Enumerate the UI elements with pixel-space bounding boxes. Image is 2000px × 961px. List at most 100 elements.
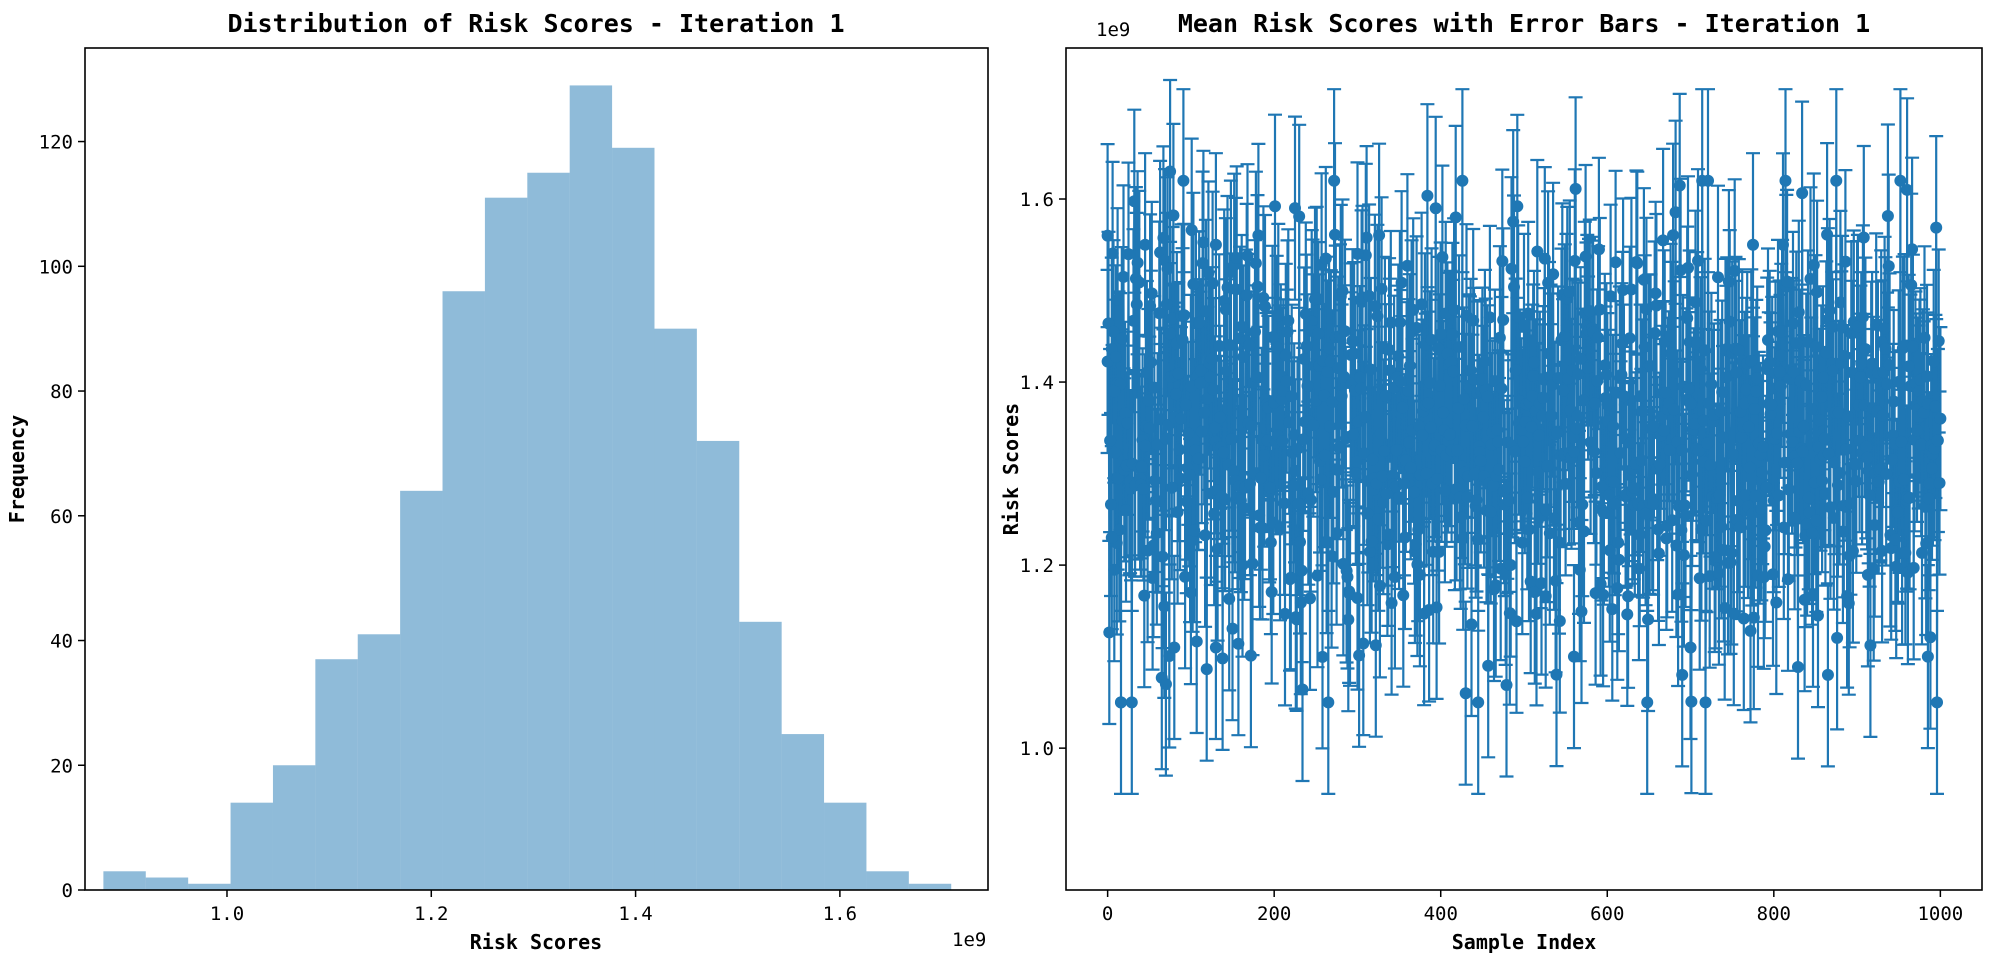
histogram-bar [230,802,273,890]
data-point [1568,254,1581,267]
data-point [1156,550,1169,563]
data-point [1167,209,1180,222]
data-point [1821,668,1834,681]
data-point [1577,525,1590,538]
data-point [1431,473,1444,486]
data-point [1652,523,1665,536]
data-point [1201,392,1214,405]
data-point [1401,259,1414,272]
data-point [1164,327,1177,340]
data-point [1205,352,1218,365]
data-point [1187,278,1200,291]
data-point [1647,497,1660,510]
data-point [1748,402,1761,415]
data-point [1393,491,1406,504]
histogram-x-ticks: 1.0 1.2 1.4 1.6 [210,890,857,925]
histogram-y-tick-label: 120 [39,132,73,154]
data-point [1153,307,1166,320]
data-point [1164,165,1177,178]
data-point [1256,522,1269,535]
data-point [1279,349,1292,362]
data-point [1432,342,1445,355]
data-point [1409,538,1422,551]
data-point [1266,331,1279,344]
data-point [1635,454,1648,467]
data-point [1354,382,1367,395]
data-point [1592,243,1605,256]
data-point [1111,293,1124,306]
data-point [1376,470,1389,483]
data-point [1648,327,1661,340]
data-point [1467,314,1480,327]
data-point [1832,406,1845,419]
data-point [1382,528,1395,541]
data-point [1425,333,1438,346]
data-point [1660,532,1673,545]
data-point [1477,411,1490,424]
data-point [1776,325,1789,338]
data-point [1402,384,1415,397]
data-point [1723,315,1736,328]
data-point [1139,439,1152,452]
data-point [1250,370,1263,383]
data-point [1138,589,1151,602]
data-point [1899,546,1912,559]
data-point [1433,545,1446,558]
data-point [1305,315,1318,328]
data-point [1143,422,1156,435]
data-point [1433,379,1446,392]
data-point [1397,589,1410,602]
data-point [1182,427,1195,440]
data-point [1813,414,1826,427]
data-point [1745,354,1758,367]
data-point [1535,577,1548,590]
data-point [1496,255,1509,268]
data-point [1860,440,1873,453]
data-point [1373,579,1386,592]
data-point [1727,607,1740,620]
data-point [1393,316,1406,329]
data-point [1135,460,1148,473]
data-point [1216,652,1229,665]
data-point [1552,536,1565,549]
data-point [1472,696,1485,709]
data-point [1712,567,1725,580]
data-point [1682,383,1695,396]
data-point [1361,507,1374,520]
data-point [1559,477,1572,490]
data-point [1615,368,1628,381]
data-point [1702,174,1715,187]
data-point [1675,524,1688,537]
data-point [1727,448,1740,461]
data-point [1225,433,1238,446]
data-point [1668,366,1681,379]
data-point [1903,491,1916,504]
data-point [1484,505,1497,518]
data-point [1897,473,1910,486]
data-point [1478,355,1491,368]
data-point [1890,560,1903,573]
data-point [1424,421,1437,434]
data-point [1672,588,1685,601]
data-point [1657,234,1670,247]
data-point [1642,613,1655,626]
data-point [1237,351,1250,364]
data-point [1152,495,1165,508]
data-point [1186,534,1199,547]
data-point [1408,486,1421,499]
data-point [1251,280,1264,293]
histogram-bar [442,291,485,890]
data-point [1111,472,1124,485]
data-point [1176,333,1189,346]
data-point [1801,518,1814,531]
data-point [1640,303,1653,316]
data-point [1931,434,1944,447]
errorbar-y-tick-label: 1.4 [1020,372,1054,394]
data-point [1688,417,1701,430]
data-point [1196,257,1209,270]
data-point [1742,420,1755,433]
data-point [1820,346,1833,359]
data-point [1934,412,1947,425]
data-point [1297,433,1310,446]
histogram-y-tick-label: 60 [50,506,73,528]
